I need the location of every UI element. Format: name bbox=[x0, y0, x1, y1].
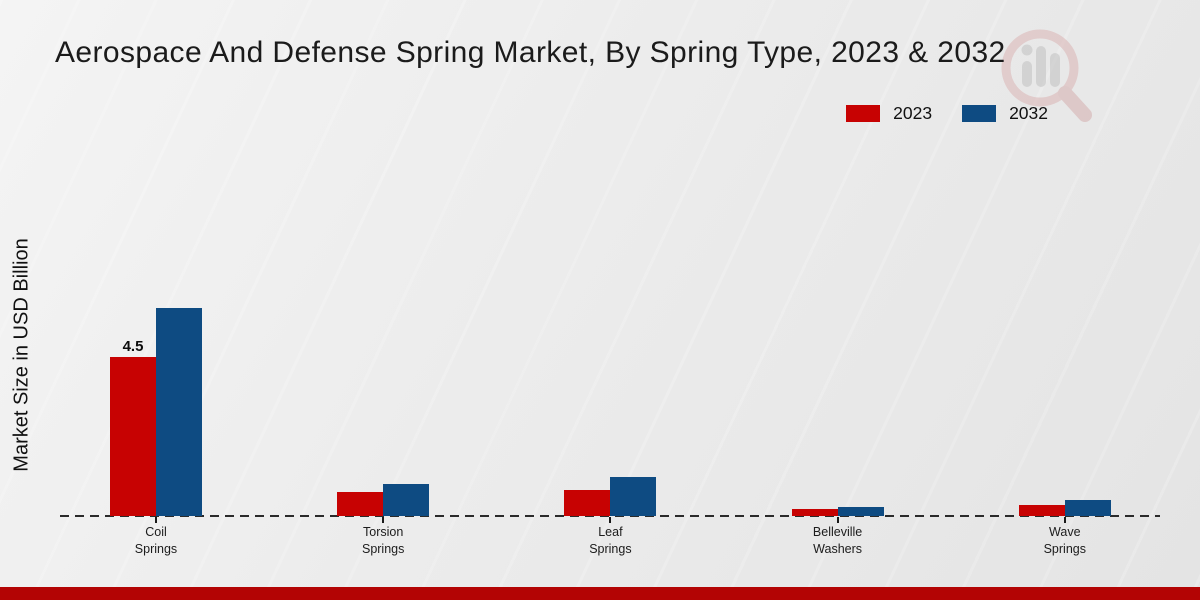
category-label-torsion-springs: Torsion Springs bbox=[361, 525, 405, 556]
bar-2032-wave-springs bbox=[1064, 500, 1111, 516]
legend-label-2032: 2032 bbox=[1009, 103, 1048, 123]
legend-label-2023: 2023 bbox=[893, 103, 933, 123]
bar-2023-wave-springs bbox=[1018, 505, 1065, 516]
category-label-leaf-springs: Leaf Springs bbox=[589, 525, 632, 556]
y-axis-label: Market Size in USD Billion bbox=[10, 238, 33, 472]
chart-title: Aerospace And Defense Spring Market, By … bbox=[55, 36, 1006, 69]
x-axis-tick-belleville-washers bbox=[836, 517, 839, 523]
legend: 2023 2032 bbox=[846, 103, 1048, 124]
bar-2023-leaf-springs bbox=[564, 489, 611, 516]
value-label-2023-coil-springs: 4.5 bbox=[122, 338, 144, 356]
bar-2032-torsion-springs bbox=[383, 484, 430, 516]
category-label-coil-springs: Coil Springs bbox=[134, 525, 178, 556]
x-axis-tick-torsion-springs bbox=[382, 517, 385, 523]
category-label-wave-springs: Wave Springs bbox=[1043, 525, 1086, 556]
legend-swatch-2023 bbox=[846, 105, 881, 122]
bar-2023-belleville-washers bbox=[791, 508, 838, 516]
zero-baseline-dashed bbox=[60, 515, 1160, 517]
bar-2023-coil-springs bbox=[110, 357, 156, 516]
x-axis-tick-coil-springs bbox=[155, 517, 157, 523]
footer-accent-bar bbox=[0, 587, 1200, 600]
bar-2032-coil-springs bbox=[156, 307, 202, 516]
legend-item-2032: 2032 bbox=[962, 103, 1048, 124]
bar-2032-belleville-washers bbox=[837, 507, 884, 516]
category-label-belleville-washers: Belleville Washers bbox=[812, 525, 863, 556]
legend-swatch-2032 bbox=[962, 105, 997, 122]
x-axis-tick-leaf-springs bbox=[609, 517, 612, 523]
x-axis-tick-wave-springs bbox=[1063, 517, 1066, 523]
bar-2032-leaf-springs bbox=[610, 477, 657, 516]
magnifier-bar-chart-logo-icon bbox=[1001, 29, 1092, 122]
legend-item-2023: 2023 bbox=[846, 103, 932, 124]
bar-2023-torsion-springs bbox=[337, 492, 384, 516]
